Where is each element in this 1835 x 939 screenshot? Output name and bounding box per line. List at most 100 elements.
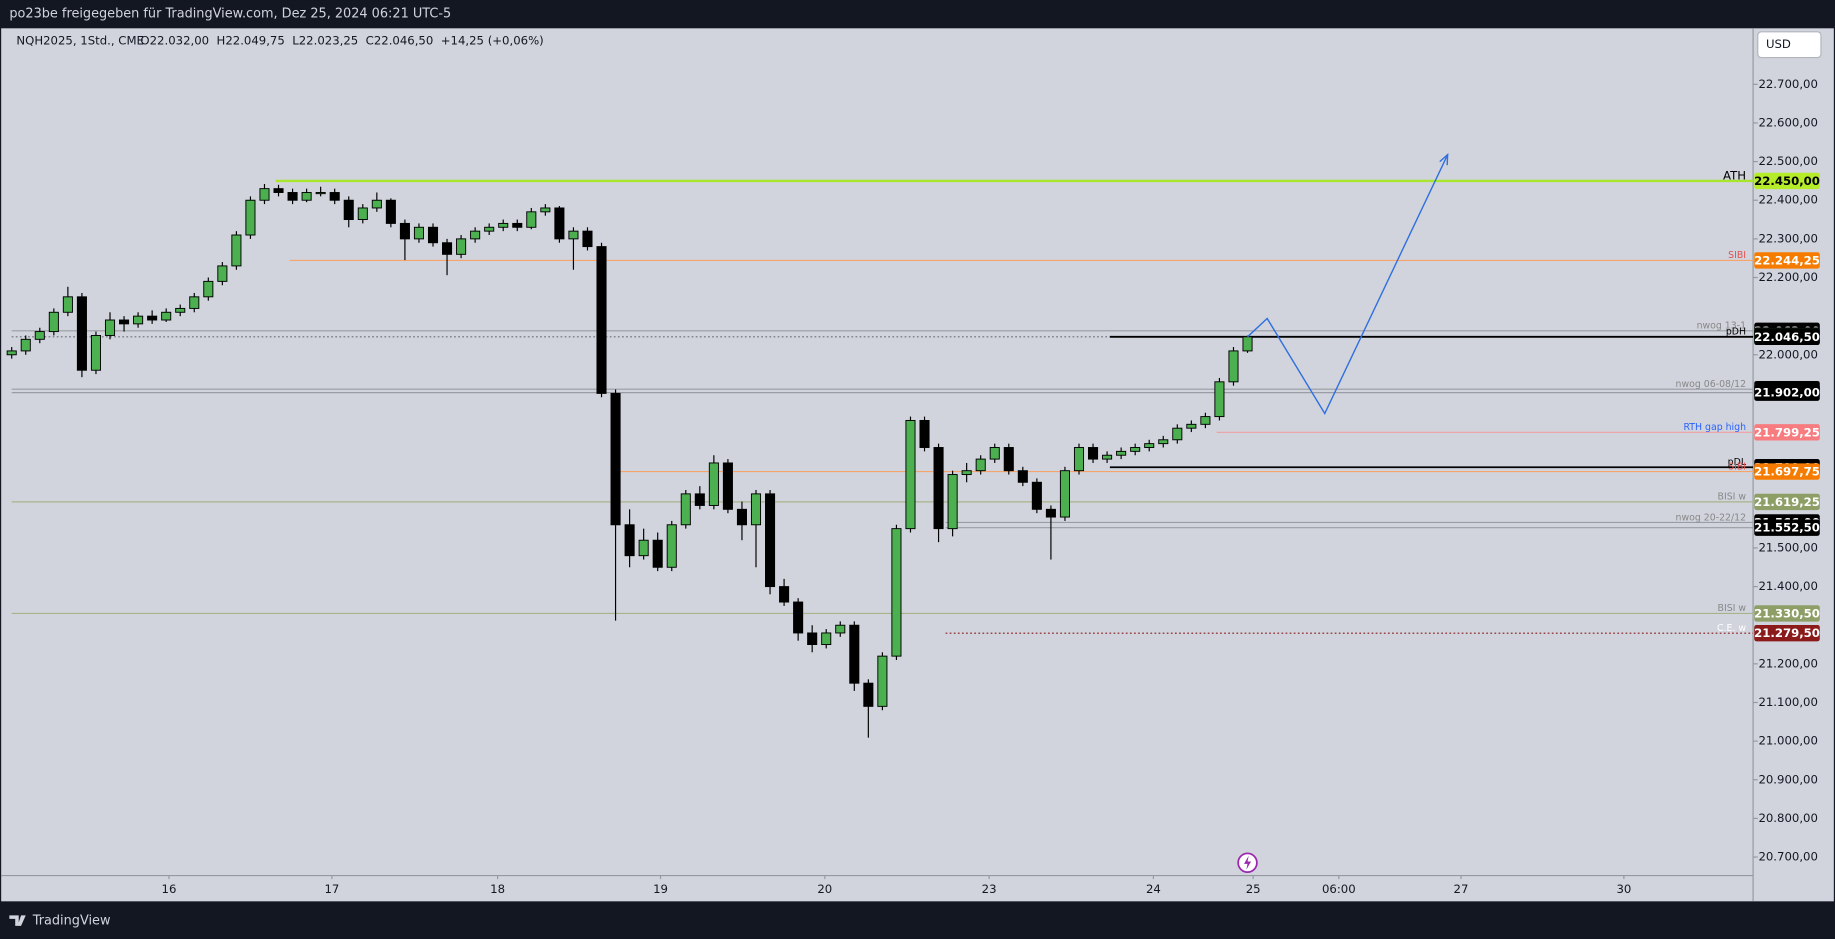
price-tag	[1754, 172, 1820, 190]
candle-body	[273, 188, 284, 193]
y-tick-label: 22.400,00	[1758, 193, 1817, 207]
candle-body	[1088, 447, 1099, 460]
y-tick-label: 22.300,00	[1758, 231, 1817, 245]
candle-body	[905, 419, 916, 530]
candle-body	[694, 493, 705, 506]
y-tick-label: 20.800,00	[1758, 811, 1817, 825]
footer-logo	[9, 915, 26, 926]
candle-body	[385, 199, 396, 224]
y-tick-label: 21.200,00	[1758, 656, 1817, 670]
candle-body	[1059, 470, 1070, 518]
price-tag-label: 22.046,50	[1754, 330, 1820, 344]
candle-body	[6, 350, 17, 356]
candle-body	[1031, 481, 1042, 510]
level-name: SIBI	[1728, 250, 1746, 261]
share-text: po23be freigegeben für TradingView.com, …	[9, 7, 451, 22]
level-name: C.E. w	[1717, 623, 1746, 634]
candle-body	[329, 192, 340, 201]
candle-body	[1214, 381, 1225, 418]
candle-body	[301, 192, 312, 201]
candle-body	[48, 311, 59, 333]
y-tick-label: 22.200,00	[1758, 270, 1817, 284]
candle-body	[470, 230, 481, 240]
projection-path	[1247, 154, 1449, 415]
level-name: pDL	[1728, 457, 1747, 468]
candle-body	[357, 207, 368, 221]
symbol-title: NQH2025, 1Std., CME	[16, 34, 144, 48]
candle-body	[133, 315, 144, 325]
candle-body	[217, 265, 228, 282]
candle-body	[34, 331, 45, 340]
candle-body	[736, 508, 747, 526]
price-tag-label: 21.799,25	[1754, 425, 1820, 439]
chart-area	[1, 28, 1834, 902]
candle-body	[1186, 423, 1197, 429]
candle-body	[554, 207, 565, 240]
level-name: SIBI	[1728, 461, 1746, 472]
candle-body	[582, 230, 593, 248]
candle-body	[750, 493, 762, 526]
candle-body	[933, 447, 944, 530]
candle-body	[76, 296, 87, 371]
candle-body	[161, 311, 172, 321]
candle-body	[119, 319, 130, 325]
price-tag-label: 21.552,50	[1754, 521, 1820, 535]
candle-body	[1130, 447, 1141, 452]
candle-body	[793, 601, 804, 634]
y-tick-label: 21.000,00	[1758, 734, 1817, 748]
lightning-icon[interactable]	[1237, 852, 1258, 873]
candle-body	[343, 199, 354, 221]
currency[interactable]: USD	[1766, 37, 1791, 51]
candle-body	[610, 392, 621, 526]
y-tick-label: 22.000,00	[1758, 347, 1817, 361]
y-tick-label: 20.700,00	[1758, 850, 1817, 864]
price-tag-label: 21.330,50	[1754, 607, 1820, 621]
candle-body	[427, 226, 439, 244]
price-tag	[1754, 624, 1820, 642]
candle-body	[568, 230, 579, 240]
candle-body	[1158, 439, 1169, 445]
candle-body	[835, 624, 846, 634]
lightning-bolt[interactable]	[1244, 855, 1252, 870]
candle-body	[90, 334, 101, 371]
currency-button[interactable]	[1757, 31, 1822, 59]
x-tick-label: 24	[1146, 882, 1161, 896]
price-tag-label: 21.902,00	[1754, 386, 1820, 400]
price-tag-label: 21.697,75	[1754, 465, 1820, 479]
price-tag	[1754, 424, 1820, 441]
candle-body	[863, 682, 874, 707]
candle-body	[1003, 447, 1014, 472]
candle-body	[779, 586, 790, 603]
candle-body	[849, 624, 860, 684]
x-tick-label: 27	[1454, 882, 1469, 896]
candle-body	[526, 211, 537, 228]
candle-body	[1116, 450, 1127, 456]
candle-body	[975, 458, 986, 472]
price-tag	[1754, 463, 1820, 480]
level-name: nwog 20-22/12	[1676, 512, 1747, 523]
price-tag	[1754, 384, 1820, 401]
level-name: BISI w	[1718, 603, 1747, 614]
x-tick-label: 23	[982, 882, 997, 896]
candle-body	[20, 338, 31, 352]
candle-body	[1045, 508, 1056, 518]
candle-body	[189, 296, 200, 309]
candle-body	[1242, 336, 1253, 352]
y-tick-label: 22.600,00	[1758, 115, 1817, 129]
footer-brand: TradingView	[32, 914, 111, 929]
candle-body	[175, 307, 186, 313]
candle-body	[1017, 470, 1028, 483]
price-tag	[1754, 328, 1820, 346]
candle-body	[638, 539, 649, 557]
projection-arrowhead	[1439, 153, 1449, 166]
candle-body	[877, 655, 888, 707]
x-tick-label: 16	[162, 882, 177, 896]
candle-body	[1200, 416, 1211, 425]
level-name: RTH gap high	[1683, 422, 1746, 433]
candle-body	[245, 199, 256, 236]
price-tag	[1754, 493, 1820, 511]
candle-body	[399, 222, 410, 240]
level-name: ATH	[1723, 169, 1746, 183]
